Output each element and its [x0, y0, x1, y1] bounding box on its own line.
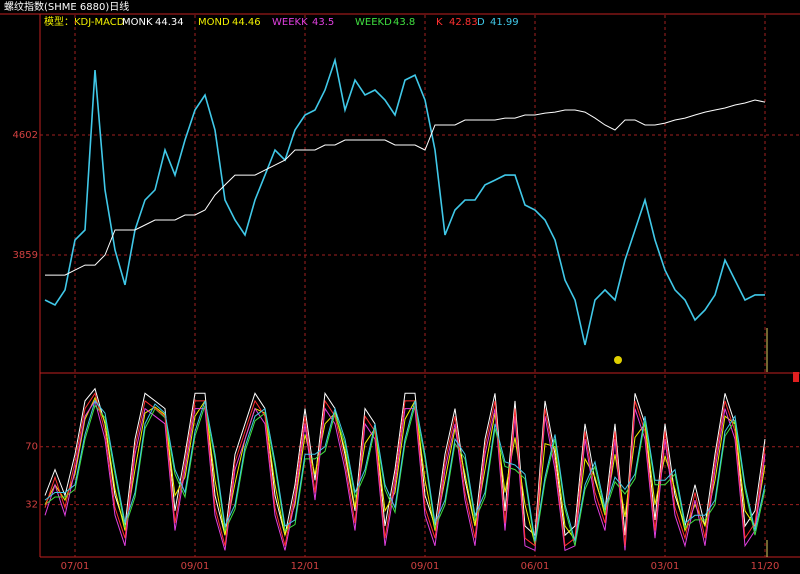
- legend-value: 41.99: [490, 17, 519, 28]
- legend-value: 44.34: [155, 17, 184, 28]
- legend-name: D: [477, 17, 485, 28]
- legend-value: 43.8: [393, 17, 415, 28]
- y-tick-label: 4602: [13, 130, 38, 141]
- y-tick-label: 3859: [13, 250, 38, 261]
- series-line: [44, 56, 765, 346]
- legend-name: K: [436, 17, 443, 28]
- series-line: [44, 404, 766, 546]
- series-line: [45, 99, 766, 276]
- x-tick-label: 03/01: [651, 561, 680, 572]
- x-tick-label: 06/01: [521, 561, 550, 572]
- scroll-marker: [793, 372, 799, 382]
- y-tick-label: 70: [25, 442, 38, 453]
- legend-name: WEEKD: [355, 17, 392, 28]
- series-line: [44, 392, 766, 547]
- model-label: 模型：KDJ-MACD: [44, 15, 125, 28]
- legend-value: 44.46: [232, 17, 261, 28]
- x-tick-label: 09/01: [181, 561, 210, 572]
- x-tick-label: 07/01: [61, 561, 90, 572]
- series-line: [44, 399, 766, 552]
- legend-value: 43.5: [312, 17, 334, 28]
- legend-value: 42.83: [449, 17, 478, 28]
- x-tick-label: 11/20: [751, 561, 780, 572]
- y-tick-label: 32: [25, 500, 38, 511]
- x-tick-label: 12/01: [291, 561, 320, 572]
- signal-dot: [614, 356, 622, 364]
- series-line: [44, 399, 766, 542]
- chart-title: 螺纹指数(SHME 6880)日线: [4, 0, 129, 13]
- legend-name: MOND: [198, 17, 230, 28]
- legend-name: WEEKK: [272, 17, 308, 28]
- x-tick-label: 09/01: [411, 561, 440, 572]
- legend-name: MONK: [122, 17, 153, 28]
